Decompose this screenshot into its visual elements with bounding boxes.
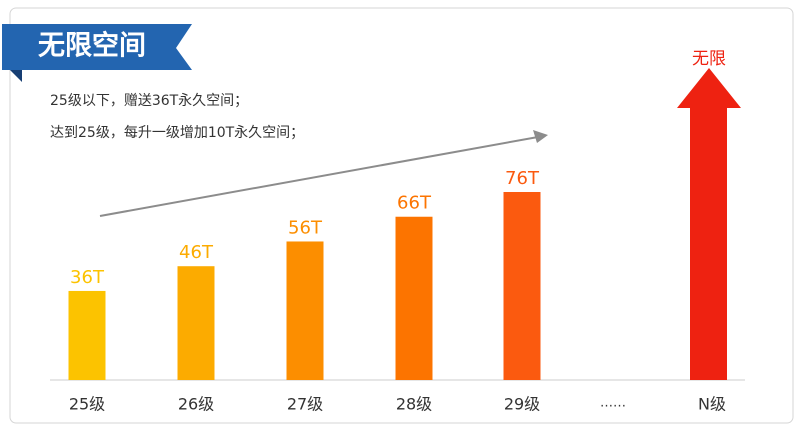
- note: 25级以下，赠送36T永久空间；: [50, 93, 248, 109]
- banner-title: 无限空间: [38, 30, 146, 62]
- bar: [68, 290, 106, 380]
- trend-arrow: [99, 136, 539, 217]
- value-label: 56T: [288, 217, 323, 238]
- banner: [2, 24, 192, 70]
- bar: [395, 216, 433, 380]
- x-tick-label: 29级: [504, 395, 540, 414]
- x-tick-label: 25级: [69, 395, 105, 414]
- x-tick-label: N级: [698, 395, 726, 414]
- banner-fold: [10, 70, 22, 82]
- bar: [503, 192, 541, 380]
- x-tick-label: ……: [600, 396, 626, 411]
- trend-arrow-head: [533, 130, 548, 143]
- value-label: 36T: [70, 267, 105, 288]
- bar: [177, 266, 215, 380]
- value-label: 66T: [397, 193, 432, 214]
- arrow-label: 无限: [692, 49, 726, 69]
- bar: [286, 241, 324, 380]
- unlimited-arrow: [677, 68, 741, 380]
- x-tick-label: 27级: [287, 395, 323, 414]
- x-tick-label: 28级: [396, 395, 432, 414]
- x-tick-label: 26级: [178, 395, 214, 414]
- value-label: 46T: [179, 242, 214, 263]
- value-label: 76T: [505, 168, 540, 189]
- note: 达到25级，每升一级增加10T永久空间；: [50, 125, 304, 141]
